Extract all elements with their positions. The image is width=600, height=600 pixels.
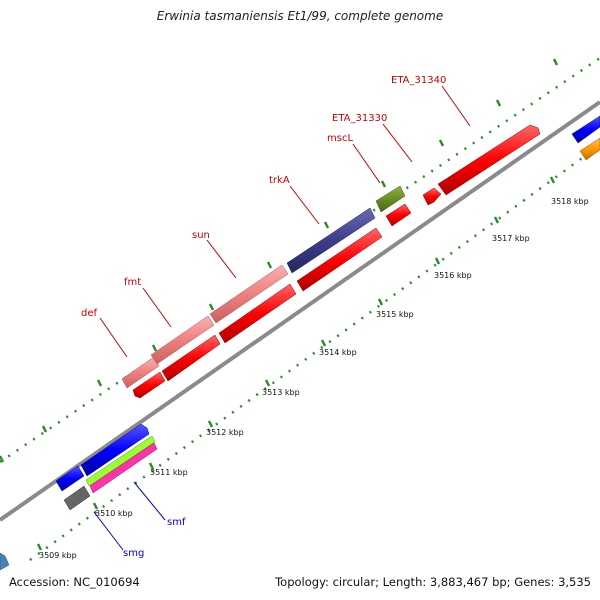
tick-mark — [320, 339, 327, 347]
connector-def — [99, 317, 128, 358]
tick-mark — [36, 543, 43, 551]
gene-label-smf: smf — [167, 517, 186, 528]
tick-label: 3511 kbp — [150, 468, 188, 477]
connector-sun — [206, 239, 237, 279]
topology-summary: Topology: circular; Length: 3,883,467 bp… — [275, 575, 591, 589]
tick-mark — [148, 462, 155, 470]
tick-mark — [207, 420, 214, 428]
gene-red-1[interactable] — [132, 371, 166, 399]
gene-right-orange[interactable] — [579, 137, 600, 161]
gene-label-def: def — [81, 308, 98, 319]
gene-mscL[interactable] — [375, 185, 406, 213]
gene-red-3[interactable] — [218, 283, 297, 344]
tick-label: 3510 kbp — [95, 509, 133, 518]
connector-smg — [93, 511, 124, 551]
gene-label-smg: smg — [123, 548, 144, 559]
gene-grey[interactable] — [63, 485, 91, 511]
tick-mark — [493, 216, 500, 224]
gene-label-sun: sun — [192, 230, 210, 241]
tick-mark — [41, 425, 48, 433]
tick-mark — [266, 261, 273, 269]
gene-label-mscL: mscL — [327, 133, 353, 144]
genome-backbone — [0, 100, 600, 522]
label-connectors — [93, 85, 471, 551]
tick-mark — [380, 180, 387, 188]
connector-smf — [133, 481, 166, 521]
gene-label-fmt: fmt — [124, 277, 141, 288]
tick-mark — [377, 298, 384, 306]
tick-mark — [208, 303, 215, 311]
gene-teal[interactable] — [0, 552, 10, 571]
connector-trkA — [289, 185, 320, 225]
gene-ETA_31330[interactable] — [422, 187, 442, 206]
gene-trkA[interactable] — [286, 207, 376, 274]
tick-mark — [495, 99, 502, 107]
gene-label-trkA: trkA — [269, 175, 290, 186]
gene-red-4[interactable] — [296, 227, 383, 292]
tick-mark — [434, 257, 441, 265]
major-ticks — [36, 176, 556, 551]
tick-label: 3513 kbp — [262, 388, 300, 397]
gene-ETA_31340[interactable] — [437, 124, 541, 196]
gene-label-ETA_31330: ETA_31330 — [332, 113, 387, 124]
tick-mark — [549, 176, 556, 184]
tick-label: 3518 kbp — [551, 197, 589, 206]
tick-mark — [552, 58, 559, 66]
tick-label: 3515 kbp — [376, 310, 414, 319]
gene-smf-blue[interactable] — [80, 423, 150, 477]
connector-mscL — [352, 143, 381, 184]
connector-ETA_31330 — [382, 123, 413, 163]
gene-fmt[interactable] — [150, 315, 215, 365]
gene-lime[interactable] — [85, 435, 156, 487]
reverse-features — [0, 203, 412, 571]
connector-fmt — [142, 287, 172, 328]
map-title: Erwinia tasmaniensis Et1/99, complete ge… — [156, 9, 444, 23]
tick-label: 3512 kbp — [206, 428, 244, 437]
gene-red-2[interactable] — [161, 334, 221, 382]
tick-mark — [264, 379, 271, 387]
gene-magenta[interactable] — [89, 442, 158, 494]
tick-mark — [323, 221, 330, 229]
gene-def[interactable] — [121, 356, 160, 389]
gene-red-5[interactable] — [385, 203, 412, 227]
tick-mark — [92, 502, 99, 510]
gene-small-blue[interactable] — [55, 465, 85, 492]
tick-mark — [438, 139, 445, 147]
forward-features — [55, 115, 600, 492]
tick-label: 3517 kbp — [492, 234, 530, 243]
tick-mark — [0, 455, 5, 463]
tick-mark — [151, 344, 158, 352]
gene-right-blue[interactable] — [571, 115, 600, 144]
outer-major-ticks — [0, 58, 559, 463]
gene-sun[interactable] — [209, 264, 289, 324]
tick-label: 3516 kbp — [434, 271, 472, 280]
tick-label: 3514 kbp — [319, 348, 357, 357]
tick-mark — [96, 379, 103, 387]
connector-ETA_31340 — [441, 85, 471, 127]
gene-label-ETA_31340: ETA_31340 — [391, 75, 446, 86]
tick-label: 3509 kbp — [39, 551, 77, 560]
inner-tick-track — [29, 143, 600, 562]
accession-text: Accession: NC_010694 — [9, 575, 140, 589]
